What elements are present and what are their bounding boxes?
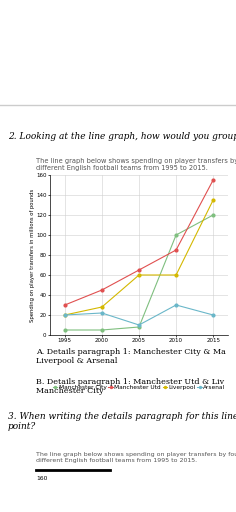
Line: Liverpool: Liverpool: [63, 199, 215, 316]
Text: 2. Looking at the line graph, how would you group the: 2. Looking at the line graph, how would …: [8, 132, 236, 141]
Arsenal: [212, 312, 215, 318]
Liverpool: [212, 197, 215, 203]
Liverpool: [138, 272, 140, 278]
Manchester Utd: [63, 302, 66, 308]
Manchester Utd: [101, 287, 103, 293]
Line: Manchester Utd: Manchester Utd: [63, 179, 215, 306]
Text: 3. When writing the details paragraph for this line cha
point?: 3. When writing the details paragraph fo…: [8, 412, 236, 432]
Arsenal: [101, 310, 103, 316]
Y-axis label: Spending on player transfers in millions of pounds: Spending on player transfers in millions…: [30, 188, 35, 322]
Arsenal: [138, 322, 140, 328]
Arsenal: [63, 312, 66, 318]
Arsenal: [175, 302, 177, 308]
Line: Manchester City: Manchester City: [63, 214, 215, 331]
Manchester City: [175, 232, 177, 238]
Liverpool: [101, 304, 103, 310]
Manchester Utd: [212, 177, 215, 183]
Manchester City: [101, 327, 103, 333]
Text: The line graph below shows spending on player transfers by four
different Englis: The line graph below shows spending on p…: [36, 158, 236, 171]
Liverpool: [175, 272, 177, 278]
Text: B. Details paragraph 1: Manchester Utd & Liv
Manchester City: B. Details paragraph 1: Manchester Utd &…: [36, 378, 224, 395]
Manchester City: [63, 327, 66, 333]
Liverpool: [63, 312, 66, 318]
Text: 160: 160: [36, 476, 47, 481]
Manchester Utd: [138, 267, 140, 273]
Manchester Utd: [175, 247, 177, 253]
Manchester City: [212, 212, 215, 218]
Text: The line graph below shows spending on player transfers by four
different Englis: The line graph below shows spending on p…: [36, 452, 236, 463]
Manchester City: [138, 324, 140, 330]
Text: A. Details paragraph 1: Manchester City & Ma
Liverpool & Arsenal: A. Details paragraph 1: Manchester City …: [36, 348, 226, 365]
Legend: Manchester City, Manchester Utd, Liverpool, Arsenal: Manchester City, Manchester Utd, Liverpo…: [51, 382, 228, 392]
Line: Arsenal: Arsenal: [63, 304, 215, 326]
